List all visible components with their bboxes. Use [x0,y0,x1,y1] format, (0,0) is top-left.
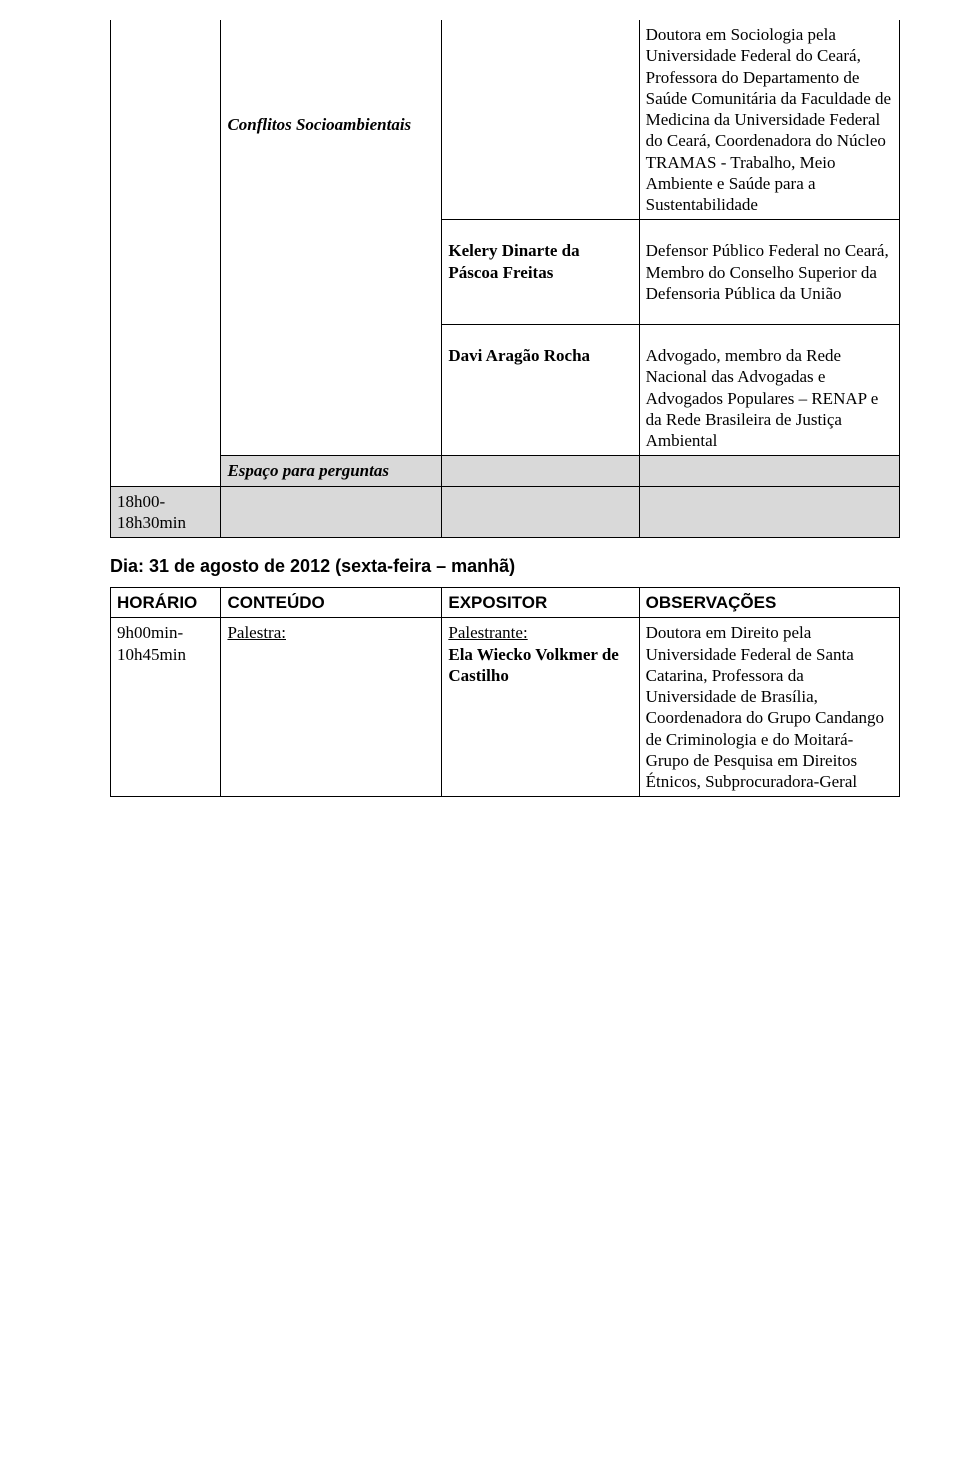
t2-cell-time: 9h00min-10h45min [111,618,221,797]
hdr-expositor: EXPOSITOR [442,588,639,618]
page-container: Conflitos Socioambientais Doutora em Soc… [0,0,960,837]
speaker-3-name: Davi Aragão Rocha [448,346,590,365]
table1-row5: 18h00-18h30min [111,486,900,538]
table2-row1: 9h00min-10h45min Palestra: Palestrante: … [111,618,900,797]
content-label: Palestra: [227,623,286,642]
table-1: Conflitos Socioambientais Doutora em Soc… [110,20,900,538]
cell-empty-left [111,20,221,486]
table-2: HORÁRIO CONTEÚDO EXPOSITOR OBSERVAÇÕES 9… [110,587,900,797]
cell-bio-2: Defensor Público Federal no Ceará, Membr… [639,220,899,325]
t2-cell-content: Palestra: [221,618,442,797]
speaker-label: Palestrante: [448,623,527,642]
t2-cell-obs: Doutora em Direito pela Universidade Fed… [639,618,899,797]
bio-2-text: Defensor Público Federal no Ceará, Membr… [646,241,889,303]
hdr-horario: HORÁRIO [111,588,221,618]
section-heading: Dia: 31 de agosto de 2012 (sexta-feira –… [110,556,900,577]
table2-header-row: HORÁRIO CONTEÚDO EXPOSITOR OBSERVAÇÕES [111,588,900,618]
hdr-conteudo: CONTEÚDO [221,588,442,618]
t2-cell-speaker: Palestrante: Ela Wiecko Volkmer de Casti… [442,618,639,797]
break-label: Espaço para perguntas [227,461,389,480]
cell-speaker-2: Kelery Dinarte da Páscoa Freitas [442,220,639,325]
cell-break-empty3 [639,456,899,486]
speaker-2-name: Kelery Dinarte da Páscoa Freitas [448,241,579,281]
hdr-observacoes: OBSERVAÇÕES [639,588,899,618]
cell-speaker-3: Davi Aragão Rocha [442,325,639,456]
topic-label: Conflitos Socioambientais [227,115,411,134]
speaker-name: Ela Wiecko Volkmer de Castilho [448,645,619,685]
cell-bio-1: Doutora em Sociologia pela Universidade … [639,20,899,220]
cell-time: 18h00-18h30min [111,486,221,538]
cell-r5-empty1 [221,486,442,538]
cell-speaker-1 [442,20,639,220]
cell-break-empty2 [442,456,639,486]
table1-row4: Espaço para perguntas [111,456,900,486]
cell-bio-3: Advogado, membro da Rede Nacional das Ad… [639,325,899,456]
cell-topic: Conflitos Socioambientais [221,20,442,456]
cell-r5-empty3 [639,486,899,538]
bio-3-text: Advogado, membro da Rede Nacional das Ad… [646,346,879,450]
cell-r5-empty2 [442,486,639,538]
cell-break-label: Espaço para perguntas [221,456,442,486]
table1-row1: Conflitos Socioambientais Doutora em Soc… [111,20,900,220]
